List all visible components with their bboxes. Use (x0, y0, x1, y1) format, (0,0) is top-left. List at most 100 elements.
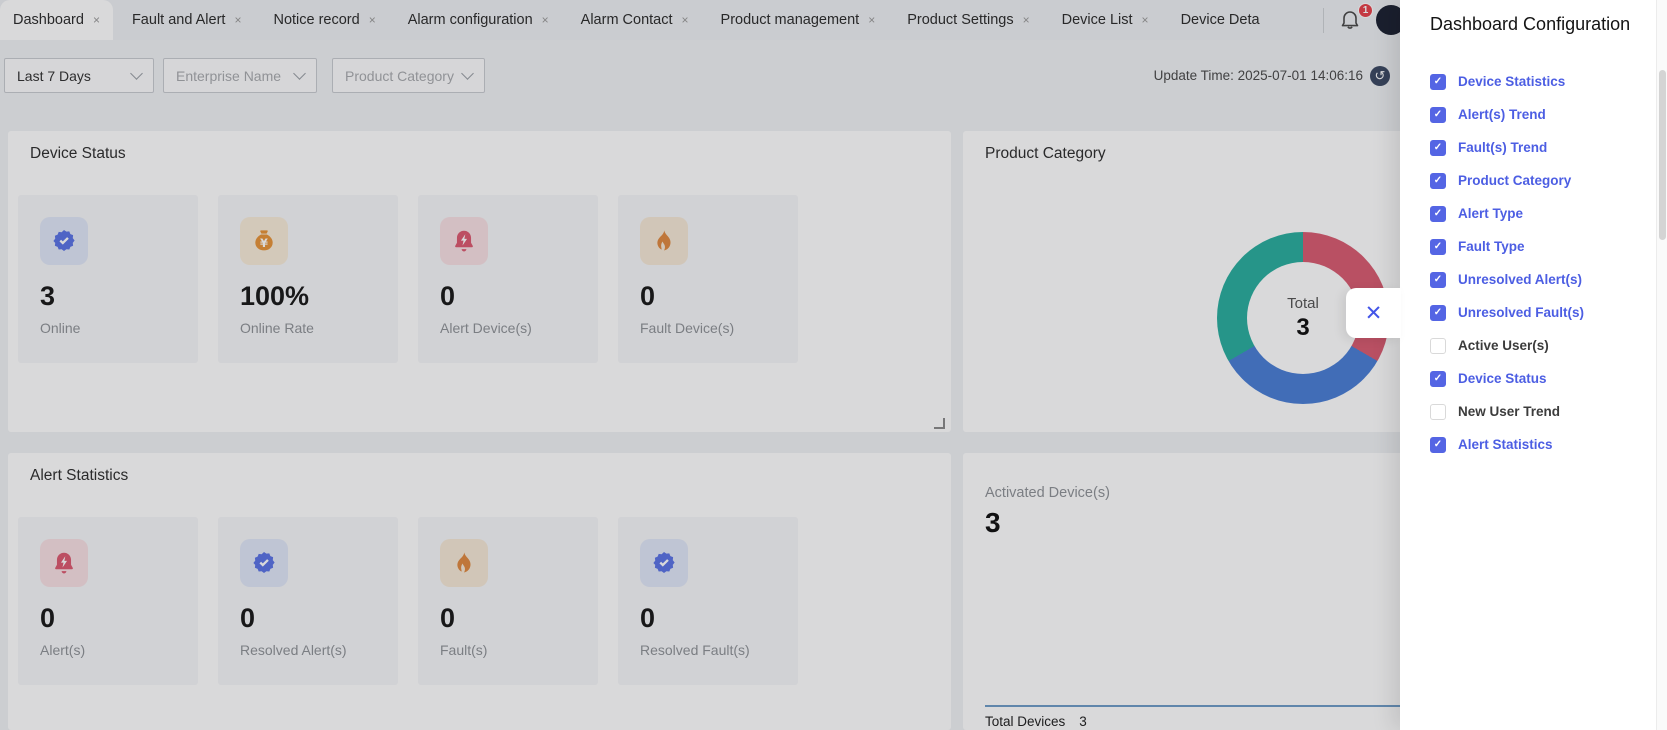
tab-fault-and-alert[interactable]: Fault and Alert × (119, 0, 255, 40)
stat-label: Alert Device(s) (440, 320, 532, 336)
device-status-cards: 3 Online ¥ 100% Online Rate 0 Alert Devi… (18, 195, 798, 363)
config-item-fault-type[interactable]: ✓ Fault Type (1400, 230, 1667, 263)
checkbox[interactable]: ✓ (1430, 337, 1446, 354)
tab-dashboard[interactable]: Dashboard × (0, 0, 113, 40)
config-label: Alert Statistics (1458, 437, 1553, 452)
checkbox[interactable]: ✓ (1430, 73, 1446, 90)
checkbox[interactable]: ✓ (1430, 370, 1446, 387)
tab-close-icon[interactable]: × (868, 13, 876, 27)
product-category-select[interactable]: Product Category (332, 58, 485, 93)
config-item-product-category[interactable]: ✓ Product Category (1400, 164, 1667, 197)
time-range-value: Last 7 Days (17, 67, 91, 84)
drawer-close-button[interactable]: ✕ (1346, 288, 1401, 338)
enterprise-name-select[interactable]: Enterprise Name (163, 58, 317, 93)
notification-badge: 1 (1358, 3, 1373, 18)
stat-value: 0 (440, 603, 456, 633)
tab-close-icon[interactable]: × (1022, 13, 1030, 27)
stat-value: 100% (240, 281, 310, 311)
config-label: Unresolved Fault(s) (1458, 305, 1585, 320)
checkbox[interactable]: ✓ (1430, 436, 1446, 453)
tab-device-list[interactable]: Device List × (1049, 0, 1162, 40)
donut-center: Total 3 (1247, 262, 1359, 374)
stat-value: 3 (40, 281, 56, 311)
tab-label: Notice record (273, 12, 360, 28)
tab-close-icon[interactable]: × (541, 13, 549, 27)
tab-label: Product Settings (907, 12, 1014, 28)
config-label: Device Status (1458, 371, 1547, 386)
config-item-device-statistics[interactable]: ✓ Device Statistics (1400, 65, 1667, 98)
tab-alarm-contact[interactable]: Alarm Contact × (568, 0, 702, 40)
badge-check-icon (240, 539, 288, 587)
total-devices-footer: Total Devices 3 (985, 714, 1087, 729)
checkbox[interactable]: ✓ (1430, 106, 1446, 123)
tab-alarm-configuration[interactable]: Alarm configuration × (395, 0, 562, 40)
config-label: Unresolved Alert(s) (1458, 272, 1583, 287)
panel-resize-handle[interactable] (934, 418, 945, 429)
drawer-title: Dashboard Configuration (1430, 14, 1631, 34)
config-item-alert-type[interactable]: ✓ Alert Type (1400, 197, 1667, 230)
config-item-unresolved-alerts[interactable]: ✓ Unresolved Alert(s) (1400, 263, 1667, 296)
stat-card-resolved-alerts: 0 Resolved Alert(s) (218, 517, 398, 685)
config-item-alert-statistics[interactable]: ✓ Alert Statistics (1400, 428, 1667, 461)
panel-title: Device Status (30, 145, 126, 162)
device-status-panel: Device Status 3 Online ¥ 100% Online Rat… (8, 131, 951, 432)
scrollbar-thumb[interactable] (1659, 70, 1666, 240)
checkbox[interactable]: ✓ (1430, 403, 1446, 420)
badge-check-icon (640, 539, 688, 587)
time-range-select[interactable]: Last 7 Days (4, 58, 154, 93)
config-label: New User Trend (1458, 404, 1561, 419)
notifications-button[interactable]: 1 (1338, 3, 1373, 34)
tab-close-icon[interactable]: × (1141, 13, 1149, 27)
tab-close-icon[interactable]: × (234, 13, 242, 27)
tab-close-icon[interactable]: × (681, 13, 689, 27)
svg-text:¥: ¥ (260, 236, 268, 250)
stat-label: Alert(s) (40, 642, 86, 658)
tab-close-icon[interactable]: × (368, 13, 376, 27)
alert-statistics-panel: Alert Statistics 0 Alert(s) 0 Resolved A… (8, 453, 951, 730)
dashboard-configuration-drawer: Dashboard Configuration ✓ Device Statist… (1400, 0, 1667, 730)
checkbox[interactable]: ✓ (1430, 271, 1446, 288)
close-icon: ✕ (1364, 301, 1383, 325)
config-item-device-status[interactable]: ✓ Device Status (1400, 362, 1667, 395)
tab-product-settings[interactable]: Product Settings × (894, 0, 1042, 40)
checkbox[interactable]: ✓ (1430, 205, 1446, 222)
scrollbar-track[interactable] (1656, 0, 1667, 730)
config-item-unresolved-faults[interactable]: ✓ Unresolved Fault(s) (1400, 296, 1667, 329)
config-item-alerts-trend[interactable]: ✓ Alert(s) Trend (1400, 98, 1667, 131)
checkbox[interactable]: ✓ (1430, 304, 1446, 321)
config-label: Fault(s) Trend (1458, 140, 1548, 155)
tab-product-management[interactable]: Product management × (708, 0, 889, 40)
panel-title: Product Category (985, 145, 1106, 162)
config-item-active-users[interactable]: ✓ Active User(s) (1400, 329, 1667, 362)
alert-bell-icon (40, 539, 88, 587)
chart-axis-line (985, 705, 1645, 707)
stat-label: Online (40, 320, 81, 336)
config-item-faults-trend[interactable]: ✓ Fault(s) Trend (1400, 131, 1667, 164)
tab-label: Alarm configuration (407, 12, 533, 28)
stat-label: Resolved Fault(s) (640, 642, 750, 658)
tabs-row: Dashboard × Fault and Alert × Notice rec… (0, 0, 1316, 40)
checkbox[interactable]: ✓ (1430, 238, 1446, 255)
config-item-new-user-trend[interactable]: ✓ New User Trend (1400, 395, 1667, 428)
panel-title: Alert Statistics (30, 467, 129, 484)
stat-value: 0 (640, 281, 656, 311)
total-devices-value: 3 (1079, 714, 1087, 729)
bell-icon (1341, 11, 1359, 29)
tab-device-details[interactable]: Device Deta (1168, 0, 1273, 40)
update-time-area: Update Time: 2025-07-01 14:06:16 ↺ (1060, 58, 1390, 93)
config-label: Fault Type (1458, 239, 1525, 254)
tab-label: Dashboard (13, 12, 84, 28)
config-label: Active User(s) (1458, 338, 1549, 353)
alert-statistics-cards: 0 Alert(s) 0 Resolved Alert(s) 0 Fault(s… (18, 517, 798, 685)
tab-label: Product management (720, 12, 860, 28)
drawer-mask[interactable] (0, 0, 1400, 730)
refresh-icon[interactable]: ↺ (1370, 65, 1390, 86)
stat-value: 0 (440, 281, 456, 311)
tab-close-icon[interactable]: × (92, 13, 100, 27)
config-label: Alert Type (1458, 206, 1524, 221)
tab-label: Device Deta (1180, 12, 1260, 28)
checkbox[interactable]: ✓ (1430, 172, 1446, 189)
tab-notice-record[interactable]: Notice record × (260, 0, 388, 40)
tab-bar: Dashboard × Fault and Alert × Notice rec… (0, 0, 1667, 40)
checkbox[interactable]: ✓ (1430, 139, 1446, 156)
